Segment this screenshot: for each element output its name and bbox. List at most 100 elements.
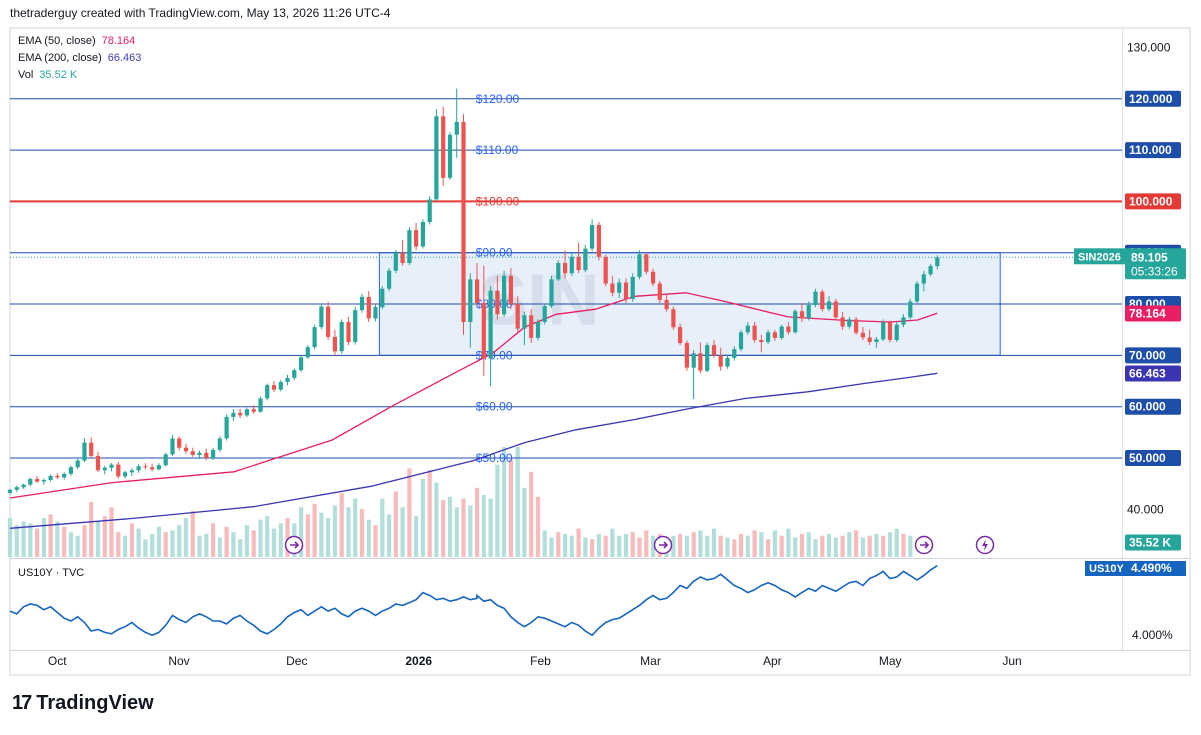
candle-body <box>55 475 60 478</box>
candle-body <box>481 303 486 359</box>
candle-body <box>278 382 283 390</box>
candle-body <box>664 299 669 310</box>
volume-bar <box>68 532 73 557</box>
candle-body <box>299 357 304 371</box>
line-price-label: $110.00 <box>476 143 519 157</box>
candle-body <box>691 353 696 368</box>
candle-body <box>542 306 547 322</box>
legend-ema200[interactable]: EMA (200, close) 66.463 <box>18 52 141 64</box>
candle-body <box>123 472 128 477</box>
candle-body <box>799 311 805 319</box>
price-axis-tick-label: 40.000 <box>1127 502 1164 516</box>
legend-ema50[interactable]: EMA (50, close) 78.164 <box>18 35 135 47</box>
legend-ema200-value: 66.463 <box>107 52 142 64</box>
volume-bar <box>62 526 67 557</box>
candle-body <box>454 121 459 135</box>
legend-ema50-value: 78.164 <box>101 35 136 47</box>
price-line-tag: 70.000 <box>1125 347 1181 364</box>
volume-bar <box>393 491 398 557</box>
price-line-tag-bg <box>1125 398 1181 415</box>
volume-bar <box>820 535 825 557</box>
volume-bar <box>82 525 87 557</box>
price-line-tag: 100.000 <box>1125 193 1181 210</box>
volume-bar <box>854 530 859 557</box>
legend-ema200-label: EMA (200, close) <box>18 52 102 64</box>
candle-body <box>935 257 940 267</box>
candle-body <box>847 319 852 327</box>
volume-bar <box>156 526 161 557</box>
price-line-tag-text: 50.000 <box>1129 451 1166 465</box>
volume-bar <box>772 530 777 557</box>
candle-body <box>183 447 189 452</box>
candle-body <box>569 256 574 274</box>
candle-body <box>630 276 635 299</box>
volume-bar <box>387 514 392 557</box>
volume-bar <box>738 533 744 557</box>
volume-bar <box>258 519 263 557</box>
volume-bar <box>420 478 425 557</box>
volume-bar <box>793 537 798 557</box>
volume-bar <box>454 507 459 557</box>
candle-body <box>143 466 148 468</box>
volume-bar <box>434 482 439 557</box>
volume-bar <box>339 493 344 557</box>
tradingview-brand[interactable]: 17 TradingView <box>12 692 154 715</box>
candle-body <box>766 332 771 342</box>
volume-bar <box>596 533 601 557</box>
ema50-axis-tag-text: 78.164 <box>1129 307 1166 321</box>
legend-volume[interactable]: Vol 35.52 K <box>18 69 77 81</box>
price-line-tag: 120.000 <box>1125 90 1181 107</box>
candle-body <box>7 489 13 493</box>
candle-body <box>887 322 893 340</box>
candle-body <box>759 340 764 343</box>
candle-body <box>197 452 202 455</box>
candle-body <box>224 416 229 439</box>
candle-body <box>725 357 730 367</box>
candle-body <box>447 134 453 178</box>
volume-bar <box>414 516 419 557</box>
volume-bar <box>576 528 581 557</box>
time-axis-label: Dec <box>286 654 307 668</box>
price-line-tag: 50.000 <box>1125 450 1181 466</box>
candle-body <box>854 319 859 333</box>
candle-body <box>48 475 53 480</box>
volume-bar <box>447 496 453 557</box>
candle-body <box>596 225 601 257</box>
volume-bar <box>779 535 784 557</box>
volume-bar <box>488 498 493 557</box>
candle-body <box>813 291 818 305</box>
candle-body <box>833 301 838 318</box>
volume-bar <box>400 507 405 557</box>
volume-bar <box>129 523 134 557</box>
volume-bar <box>28 523 33 557</box>
volume-bar <box>312 503 317 557</box>
candle-body <box>874 339 879 342</box>
candle-body <box>752 325 757 340</box>
candle-body <box>671 309 676 328</box>
volume-bar <box>522 487 527 557</box>
candle-body <box>529 315 534 338</box>
volume-bar <box>163 532 168 557</box>
volume-bar <box>95 521 101 557</box>
volume-bar <box>813 539 818 557</box>
candle-body <box>826 301 832 310</box>
volume-bar <box>217 537 222 557</box>
volume-bar <box>684 535 689 557</box>
volume-bar <box>711 528 717 557</box>
volume-bar <box>380 498 385 557</box>
candle-body <box>258 398 263 412</box>
line-price-label: $90.00 <box>476 246 513 260</box>
volume-bar <box>150 533 155 557</box>
us10y-series-bg <box>1085 561 1125 576</box>
volume-bar <box>7 518 13 557</box>
volume-bar <box>603 535 608 557</box>
volume-bar <box>847 532 852 557</box>
volume-bar <box>366 519 371 557</box>
volume-bar <box>136 528 141 557</box>
time-axis-label: Feb <box>530 654 551 668</box>
candle-body <box>583 248 588 271</box>
candle-body <box>62 473 67 478</box>
volume-bar <box>535 496 541 557</box>
volume-bar <box>481 494 486 557</box>
sub-pane-title[interactable]: US10Y · TVC <box>18 567 85 579</box>
